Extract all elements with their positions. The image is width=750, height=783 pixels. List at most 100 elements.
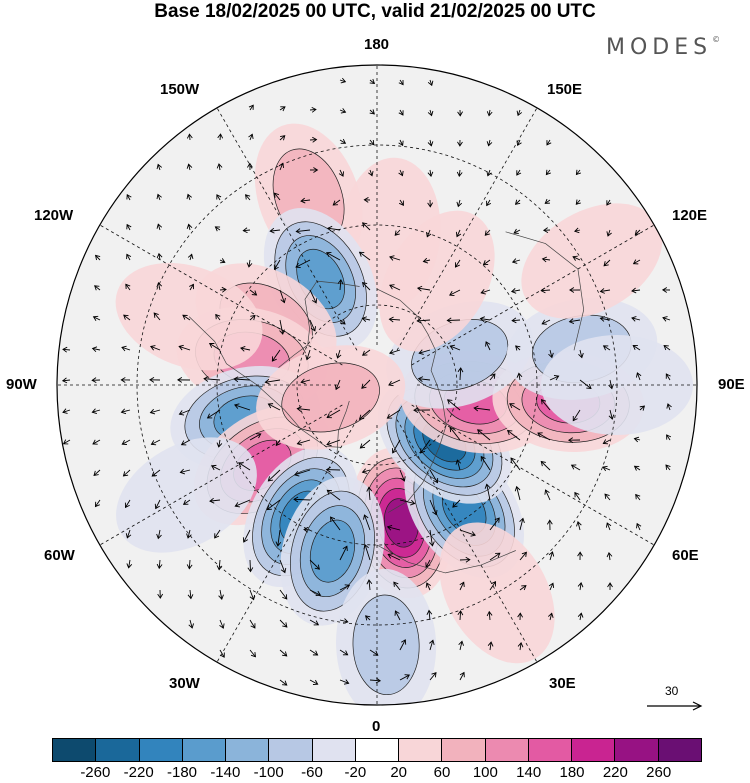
wind-vector-head (300, 197, 306, 204)
coastline (188, 316, 342, 448)
wind-vector (517, 109, 521, 116)
wind-vector (541, 289, 551, 292)
wind-vector-head (214, 226, 221, 232)
wind-vector (294, 469, 311, 476)
wind-vector-head (250, 652, 256, 658)
wind-vector (249, 589, 255, 600)
wind-vector (389, 349, 401, 354)
wind-vector-head (398, 170, 404, 177)
colorbar-swatch (96, 739, 140, 761)
wind-vector (209, 499, 221, 502)
colorbar-tick-label: 140 (516, 764, 542, 781)
wind-vector (123, 314, 131, 321)
colorbar-swatch (355, 739, 400, 761)
wind-vector-head (426, 232, 432, 238)
wind-vector-head (449, 290, 455, 297)
wind-vector-head (456, 201, 463, 208)
wind-vector-head (215, 313, 221, 320)
wind-vector (579, 349, 583, 358)
wind-vector (125, 499, 131, 508)
wind-vector (635, 229, 641, 235)
wind-vector (604, 493, 611, 501)
wind-vector-head (631, 316, 637, 322)
meridian-line (216, 419, 358, 663)
wind-vector (365, 615, 371, 621)
wind-vector-head (214, 533, 220, 539)
wind-vector (544, 199, 551, 204)
wind-vector-head (388, 316, 394, 323)
wind-vector (339, 319, 346, 325)
wind-vector-head (182, 314, 188, 320)
wind-vector (249, 134, 253, 141)
wind-vector-head (91, 408, 97, 414)
wind-vector (481, 289, 491, 294)
graticule (57, 65, 697, 705)
wind-vector (455, 259, 461, 268)
wind-vector-head (216, 163, 223, 169)
colorbar-tick-label: -20 (344, 764, 367, 781)
wind-vector-head (541, 256, 548, 263)
colorbar-tick-label: -140 (210, 764, 241, 781)
map-disc (57, 65, 697, 705)
wind-vector (93, 469, 101, 476)
wind-vector (268, 403, 281, 411)
wind-vector-head (269, 227, 275, 234)
wind-vector (362, 317, 371, 321)
wind-vector-head (416, 317, 422, 324)
wind-vector (457, 199, 461, 207)
wind-vector (364, 544, 371, 561)
wind-vector (459, 641, 463, 651)
colorbar-swatch (528, 739, 573, 761)
wind-vector-head (545, 169, 551, 176)
wind-vector (607, 229, 611, 237)
wind-vector (542, 258, 551, 261)
wind-vector (188, 559, 191, 569)
wind-vector-head (186, 163, 193, 169)
wind-vector-head (666, 403, 672, 409)
brand-mark: © (712, 35, 721, 44)
wind-vector-head (427, 202, 434, 208)
wind-vector-head (366, 486, 373, 492)
wind-vector (95, 499, 101, 507)
wind-vector-head (247, 567, 254, 573)
wind-vector-head (363, 514, 369, 520)
wind-vector-head (665, 373, 671, 379)
lon-label-0: 0 (372, 718, 381, 735)
wind-vector-head (242, 537, 249, 543)
wind-vector (474, 407, 491, 411)
wind-vector-head (427, 171, 434, 178)
wind-vector-head (514, 199, 521, 205)
wind-vector (339, 109, 346, 113)
colorbar (52, 738, 702, 762)
wind-vector (512, 259, 521, 263)
wind-vector-head (432, 509, 438, 516)
wind-vector-head (661, 287, 668, 293)
wind-vector (293, 498, 311, 501)
lon-label-30e: 30E (549, 675, 576, 692)
wind-vector (603, 439, 611, 444)
lon-label-180: 180 (364, 36, 390, 53)
wind-vector (158, 253, 161, 261)
wind-vector-head (574, 491, 580, 498)
wind-vector (153, 312, 161, 321)
wind-vector (279, 679, 288, 686)
wind-vector (369, 169, 373, 176)
wind-vector-head (209, 497, 215, 504)
wind-vector-head (280, 106, 286, 112)
wind-vector (447, 399, 461, 411)
wind-vector (486, 484, 491, 501)
wind-vector-head (91, 346, 98, 353)
wind-vector (417, 319, 431, 322)
wind-vector (541, 319, 551, 325)
wind-vector-head (361, 316, 367, 322)
wind-vector (456, 459, 461, 471)
wind-vector (279, 559, 286, 573)
coastline (336, 400, 350, 455)
wind-vector (387, 526, 401, 531)
wind-vector-head (477, 429, 483, 435)
wind-vector (600, 317, 611, 321)
wind-vector-head (156, 281, 163, 288)
wind-vector (362, 349, 371, 356)
wind-vector (662, 317, 671, 321)
wind-vector (450, 345, 461, 351)
